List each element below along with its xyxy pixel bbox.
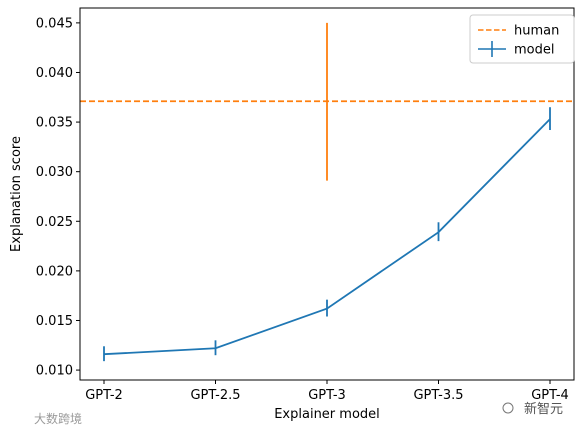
y-tick-label: 0.045 — [36, 16, 73, 31]
y-tick-label: 0.020 — [36, 264, 73, 279]
x-axis-label: Explainer model — [274, 407, 380, 422]
x-tick-label: GPT-3.5 — [413, 388, 463, 403]
x-tick-label: GPT-2 — [85, 388, 123, 403]
y-tick-label: 0.030 — [36, 165, 73, 180]
legend: human model — [469, 14, 575, 64]
legend-human-label: human — [514, 24, 559, 39]
x-tick-label: GPT-4 — [531, 388, 569, 403]
x-tick-label: GPT-2.5 — [190, 388, 240, 403]
y-axis-label: Explanation score — [9, 136, 24, 252]
watermark-left-text: 大数跨境 — [34, 411, 82, 426]
wechat-icon — [502, 402, 514, 414]
legend-model-label: model — [514, 43, 554, 58]
y-tick-label: 0.010 — [36, 364, 73, 379]
y-tick-label: 0.025 — [36, 215, 73, 230]
watermark-right: 新智元 — [502, 401, 563, 417]
x-tick-label: GPT-3 — [308, 388, 346, 403]
watermark-left: 大数跨境 — [34, 411, 82, 426]
y-tick-label: 0.040 — [36, 66, 73, 81]
y-tick-label: 0.035 — [36, 116, 73, 131]
legend-box — [469, 14, 575, 64]
y-tick-label: 0.015 — [36, 314, 73, 329]
plot-area — [80, 22, 574, 362]
x-axis: GPT-2 GPT-2.5 GPT-3 GPT-3.5 GPT-4 — [85, 380, 569, 403]
y-axis: 0.010 0.015 0.020 0.025 0.030 0.035 0.040 0.045 — [36, 16, 80, 379]
watermark-right-text: 新智元 — [524, 401, 563, 417]
